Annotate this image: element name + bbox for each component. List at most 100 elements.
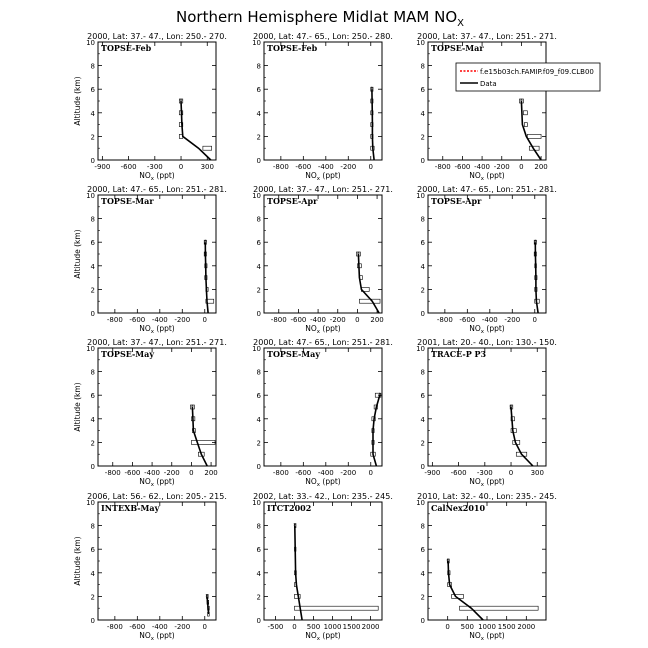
x-tick-label: -400 [318,469,334,477]
y-tick-label: 2 [421,439,425,447]
x-axis-label: NOx (ppt) [305,324,341,335]
x-label-subscript: x [317,482,321,488]
x-label-main: NO [305,324,317,333]
y-tick-label: 10 [416,499,425,507]
y-tick-label: 8 [91,63,95,71]
legend-entry: Data [480,80,497,88]
panel-campaign: TRACE-P P3 [431,349,487,359]
panels: 2000, Lat: 37.- 47., Lon: 250.- 270. TOPS… [73,32,557,642]
panel-header: 2002, Lat: 33.- 42., Lon: 235.- 245. [253,492,393,501]
panel-campaign: TOPSE-Mar [101,196,154,206]
panel-12: 2010, Lat: 32.- 40., Lon: 235.- 245. CalN… [416,492,557,642]
y-tick-label: 0 [257,310,261,318]
data-line [206,596,210,615]
x-tick-label: 1000 [478,623,496,631]
panel-11: 2002, Lat: 33.- 42., Lon: 235.- 245. ITCT… [252,492,393,642]
y-tick-label: 8 [421,369,425,377]
x-tick-label: 1000 [324,623,342,631]
x-tick-label: -900 [424,469,440,477]
uncertainty-box [205,298,215,304]
y-axis-label: Altitude (km) [73,536,82,585]
x-tick-label: 2000 [517,623,535,631]
panel-header: 2000, Lat: 47.- 65., Lon: 251.- 281. [87,185,227,194]
y-tick-label: 4 [257,570,262,578]
y-tick-label: 2 [257,133,261,141]
plot-frame [427,194,547,314]
x-tick-label: -300 [147,163,163,171]
y-tick-label: 8 [91,216,95,224]
panel-header: 2010, Lat: 32.- 40., Lon: 235.- 245. [417,492,557,501]
uncertainty-box [459,605,539,611]
x-axis-label: NOx (ppt) [469,631,505,642]
panel-campaign: TOPSE-Feb [267,43,318,53]
y-tick-label: 8 [257,369,261,377]
uncertainty-box [294,605,379,611]
y-tick-label: 8 [421,63,425,71]
x-label-unit: (ppt) [154,631,175,640]
y-tick-label: 4 [421,263,426,271]
data-point-marker: * [191,404,194,411]
x-label-subscript: x [481,482,485,488]
y-tick-label: 10 [252,345,261,353]
y-tick-label: 0 [257,157,261,165]
x-tick-label: 0 [189,469,193,477]
y-tick-label: 0 [421,463,425,471]
x-tick-label: -800 [105,469,121,477]
panel-3: 2000, Lat: 37.- 47., Lon: 251.- 271. TOPS… [416,32,557,182]
x-axis-label: NOx (ppt) [469,477,505,488]
x-axis-label: NOx (ppt) [305,171,341,182]
x-tick-label: -500 [267,623,283,631]
x-label-subscript: x [317,329,321,335]
panel-7: 2000, Lat: 37.- 47., Lon: 251.- 271. TOPS… [73,338,227,488]
y-tick-label: 0 [421,617,425,625]
y-tick-label: 10 [86,345,95,353]
x-label-main: NO [139,324,151,333]
x-tick-label: -300 [477,469,493,477]
y-tick-label: 10 [252,192,261,200]
data-line [510,406,534,467]
y-tick-label: 6 [257,392,262,400]
y-tick-label: 6 [257,239,262,247]
x-label-main: NO [469,477,481,486]
x-tick-label: 0 [533,316,537,324]
y-tick-label: 10 [86,39,95,47]
x-label-main: NO [469,631,481,640]
x-label-subscript: x [317,176,321,182]
uncertainty-box [524,122,528,127]
data-point-marker: * [180,98,183,105]
y-tick-label: 10 [86,499,95,507]
y-tick-label: 2 [421,286,425,294]
uncertainty-box [374,392,382,398]
panel-1: 2000, Lat: 37.- 47., Lon: 250.- 270. TOPS… [73,32,227,182]
x-tick-label: 1500 [343,623,361,631]
legend: f.e15b03ch.FAMIP.f09_f09.CLB00 Data [455,62,601,92]
y-tick-label: 2 [91,286,95,294]
y-tick-label: 8 [257,216,261,224]
title-subscript: X [457,18,464,29]
x-tick-label: -200 [340,163,356,171]
data-line [372,394,381,467]
panel-4: 2000, Lat: 47.- 65., Lon: 251.- 281. TOPS… [73,185,227,335]
panel-campaign: TOPSE-Mar [431,43,484,53]
panel-header: 2000, Lat: 47.- 65., Lon: 251.- 281. [253,338,393,347]
x-tick-label: -400 [474,163,490,171]
y-tick-label: 2 [421,593,425,601]
x-tick-label: 0 [369,163,373,171]
y-tick-label: 0 [257,617,261,625]
y-tick-label: 4 [91,110,96,118]
x-tick-label: -800 [435,163,451,171]
data-line [191,406,208,467]
x-tick-label: 1500 [498,623,516,631]
x-axis-label: NOx (ppt) [139,171,175,182]
y-tick-label: 4 [91,416,96,424]
y-tick-label: 8 [421,523,425,531]
x-label-main: NO [469,324,481,333]
y-tick-label: 0 [91,463,95,471]
y-tick-label: 4 [91,263,96,271]
data-line [294,525,303,621]
x-tick-label: -400 [482,316,498,324]
x-tick-label: -600 [129,316,145,324]
x-label-unit: (ppt) [484,171,505,180]
x-tick-label: -900 [94,163,110,171]
